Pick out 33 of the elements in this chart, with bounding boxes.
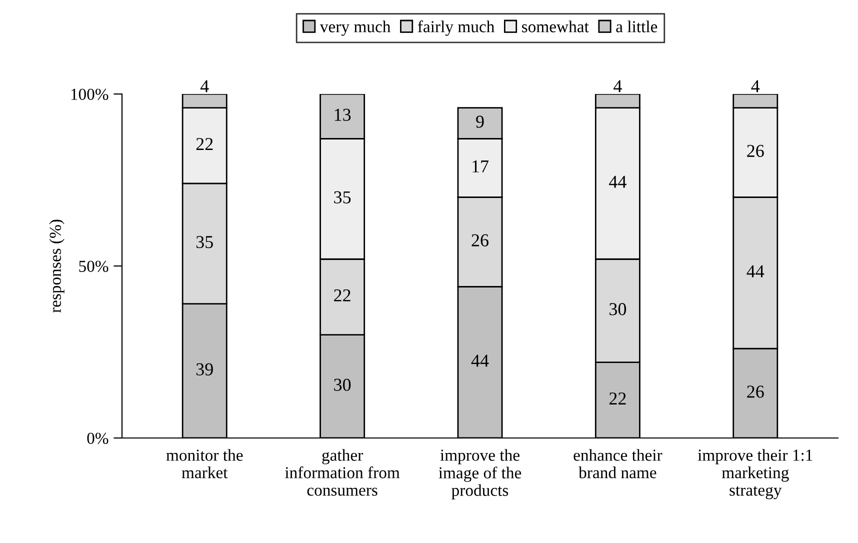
data-label: 39 xyxy=(196,363,213,376)
x-tick-label: improve their 1:1 marketing strategy xyxy=(698,449,812,500)
data-label: 22 xyxy=(334,289,350,302)
x-tick-label: improve the image of the products xyxy=(438,449,522,500)
data-label: 4 xyxy=(200,80,209,92)
legend-label: a little xyxy=(616,20,658,32)
data-label: 4 xyxy=(751,80,760,92)
data-label: 35 xyxy=(334,191,351,204)
data-label: 30 xyxy=(334,378,351,391)
legend-label: fairly much xyxy=(418,20,494,36)
data-label: 22 xyxy=(196,138,213,150)
data-label: 4 xyxy=(614,80,622,92)
data-label: 26 xyxy=(747,386,764,398)
data-label: 30 xyxy=(610,303,626,316)
x-tick-label: enhance their brand name xyxy=(574,449,662,478)
y-tick-label: 0% xyxy=(87,432,108,444)
legend-label: somewhat xyxy=(522,20,589,32)
data-label: 9 xyxy=(476,116,484,128)
legend-label: very much xyxy=(320,20,391,36)
y-tick-label: 50% xyxy=(79,260,108,272)
y-axis-title: responses (%) xyxy=(49,220,64,313)
data-label: 13 xyxy=(334,108,351,121)
data-label: 26 xyxy=(472,234,488,246)
x-tick-label: monitor the market xyxy=(166,449,243,478)
y-tick-label: 100% xyxy=(71,88,108,100)
data-label: 26 xyxy=(747,144,764,157)
data-label: 44 xyxy=(471,354,489,367)
data-label: 35 xyxy=(196,236,213,248)
data-label: 22 xyxy=(609,392,626,404)
x-tick-label: gather information from consumers xyxy=(285,449,400,496)
data-label: 44 xyxy=(746,265,764,278)
data-label: 44 xyxy=(609,176,626,188)
data-label: 17 xyxy=(472,160,489,172)
